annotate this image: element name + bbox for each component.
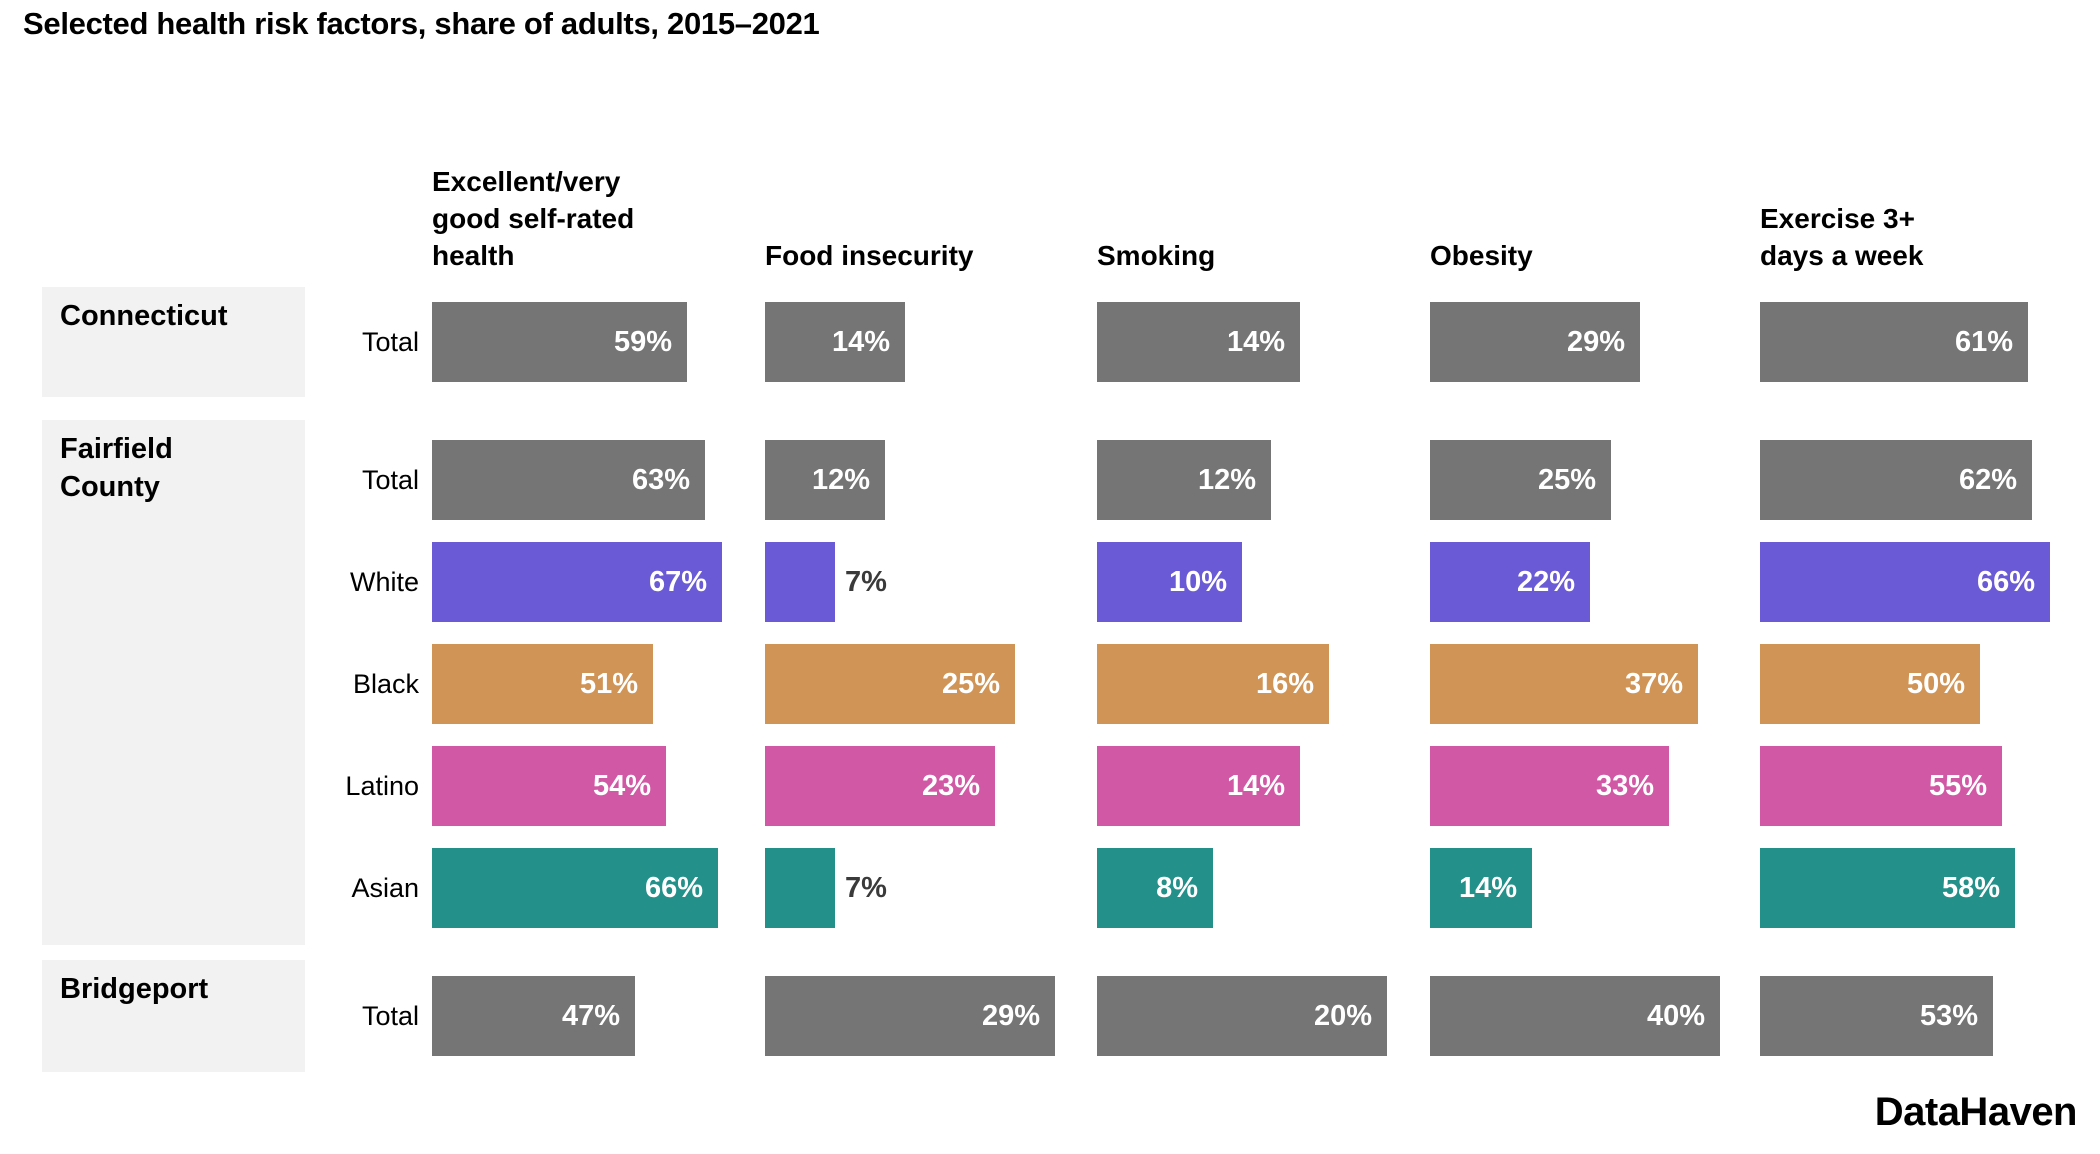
bar-value-label: 23%	[921, 770, 980, 802]
bar	[765, 848, 835, 928]
bar: 16%	[1097, 644, 1329, 724]
bar-value-label: 33%	[1595, 770, 1654, 802]
bar-value-label: 58%	[1941, 872, 2000, 904]
group-label: Bridgeport	[60, 973, 209, 1005]
bar-value-label: 25%	[1537, 464, 1596, 496]
row-label: Total	[361, 327, 419, 357]
bar: 66%	[432, 848, 718, 928]
bar-value-label: 62%	[1958, 464, 2017, 496]
column-header: Obesity	[1430, 237, 1533, 274]
bar-value-label: 14%	[1226, 770, 1285, 802]
bar-value-label: 14%	[1226, 326, 1285, 358]
bar-value-label: 29%	[981, 1000, 1040, 1032]
column-header: Food insecurity	[765, 237, 973, 274]
bar: 14%	[1097, 302, 1300, 382]
group-label: Connecticut	[60, 300, 228, 332]
row-label: Black	[352, 669, 419, 699]
bar: 14%	[765, 302, 905, 382]
bar-value-label: 22%	[1516, 566, 1575, 598]
bar: 55%	[1760, 746, 2002, 826]
bar-value-label: 16%	[1255, 668, 1314, 700]
bar: 29%	[765, 976, 1055, 1056]
row-label: Latino	[345, 771, 419, 801]
bar-value-label: 7%	[845, 872, 887, 904]
group-label: Fairfield County	[60, 433, 173, 503]
bar: 14%	[1430, 848, 1532, 928]
bar-value-label: 10%	[1168, 566, 1227, 598]
column-header-line: good self-rated	[432, 203, 635, 234]
bar: 22%	[1430, 542, 1590, 622]
group-box	[42, 420, 305, 945]
row-label: Asian	[351, 873, 419, 903]
group-box	[42, 960, 305, 1072]
bar: 59%	[432, 302, 687, 382]
bar: 61%	[1760, 302, 2028, 382]
bar-value-label: 37%	[1624, 668, 1683, 700]
bar-value-label: 47%	[561, 1000, 620, 1032]
bar: 8%	[1097, 848, 1213, 928]
column-header-line: Excellent/very	[432, 166, 621, 197]
bar-value-label: 12%	[1197, 464, 1256, 496]
bar-value-label: 20%	[1313, 1000, 1372, 1032]
column-header-line: health	[432, 240, 515, 271]
bar: 63%	[432, 440, 705, 520]
bar: 47%	[432, 976, 635, 1056]
bar-value-label: 63%	[631, 464, 690, 496]
bar: 51%	[432, 644, 653, 724]
bar: 54%	[432, 746, 666, 826]
bar: 40%	[1430, 976, 1720, 1056]
bar: 66%	[1760, 542, 2050, 622]
bar-value-label: 14%	[831, 326, 890, 358]
row-label: Total	[361, 465, 419, 495]
bar-value-label: 55%	[1928, 770, 1987, 802]
bar-value-label: 25%	[941, 668, 1000, 700]
group-box	[42, 287, 305, 397]
column-header-line: Obesity	[1430, 240, 1533, 271]
bar-value-label: 54%	[592, 770, 651, 802]
column-header-line: Smoking	[1097, 240, 1216, 271]
bar: 62%	[1760, 440, 2032, 520]
bar: 25%	[1430, 440, 1611, 520]
bar-value-label: 53%	[1919, 1000, 1978, 1032]
bar: 37%	[1430, 644, 1698, 724]
bar: 14%	[1097, 746, 1300, 826]
bar-value-label: 61%	[1954, 326, 2013, 358]
bar: 10%	[1097, 542, 1242, 622]
bar-value-label: 14%	[1458, 872, 1517, 904]
bar: 53%	[1760, 976, 1993, 1056]
bar	[765, 542, 835, 622]
bar-value-label: 50%	[1906, 668, 1965, 700]
column-header: Smoking	[1097, 237, 1215, 274]
bar-value-label: 29%	[1566, 326, 1625, 358]
bar-value-label: 51%	[579, 668, 638, 700]
bar: 12%	[765, 440, 885, 520]
bar: 58%	[1760, 848, 2015, 928]
bar-value-label: 40%	[1646, 1000, 1705, 1032]
bar-value-label: 8%	[1156, 872, 1198, 904]
bar: 23%	[765, 746, 995, 826]
column-header: Excellent/very good self-rated health	[432, 163, 634, 274]
bar-value-label: 67%	[648, 566, 707, 598]
column-header-line: Exercise 3+	[1760, 203, 1915, 234]
column-header-line: days a week	[1760, 240, 1924, 271]
column-header-line: Food insecurity	[765, 240, 974, 271]
bar: 29%	[1430, 302, 1640, 382]
bar-value-label: 7%	[845, 566, 887, 598]
bar-value-label: 66%	[644, 872, 703, 904]
bar: 12%	[1097, 440, 1271, 520]
bar-value-label: 66%	[1976, 566, 2035, 598]
bar: 67%	[432, 542, 722, 622]
bar-value-label: 12%	[811, 464, 870, 496]
bar: 20%	[1097, 976, 1387, 1056]
bar-value-label: 59%	[613, 326, 672, 358]
bar: 33%	[1430, 746, 1669, 826]
row-label: Total	[361, 1001, 419, 1031]
column-header: Exercise 3+ days a week	[1760, 200, 1923, 274]
bar: 25%	[765, 644, 1015, 724]
bar: 50%	[1760, 644, 1980, 724]
datahaven-logo: DataHaven	[1874, 1090, 2078, 1134]
chart-title: Selected health risk factors, share of a…	[23, 6, 820, 41]
row-label: White	[349, 567, 419, 597]
